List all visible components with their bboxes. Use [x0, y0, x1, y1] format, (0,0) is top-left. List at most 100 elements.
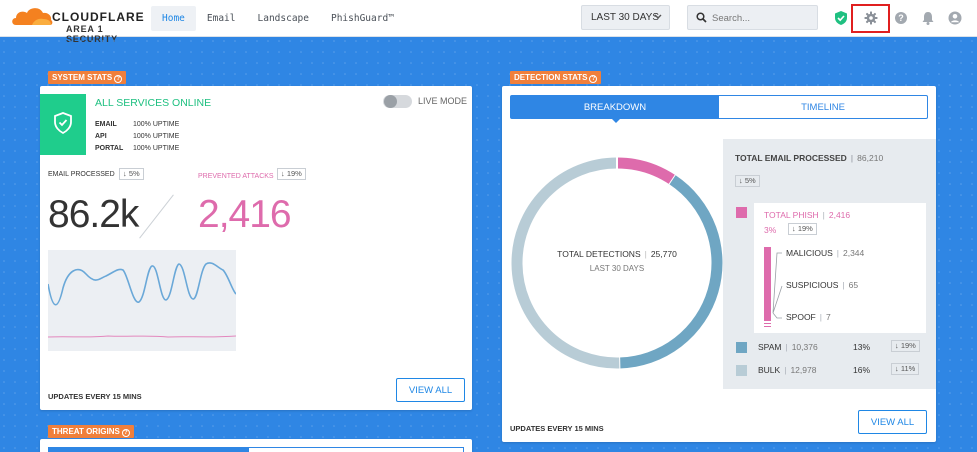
uptime-name: API — [95, 133, 107, 140]
separator: | — [644, 249, 647, 259]
threat-origins-card — [40, 439, 472, 452]
total-detections-label: TOTAL DETECTIONS — [557, 249, 641, 259]
svg-text:?: ? — [898, 13, 904, 23]
cloudflare-logo[interactable]: CLOUDFLARE AREA 1 SECURITY — [10, 3, 144, 44]
total-detections-value: 25,770 — [650, 249, 677, 259]
spam-label: SPAM — [758, 342, 782, 352]
info-icon[interactable]: ? — [114, 75, 123, 83]
system-stats-card: ALL SERVICES ONLINE EMAIL 100% UPTIME AP… — [40, 86, 472, 410]
live-mode-toggle[interactable] — [383, 95, 412, 108]
detection-stats-tag-label: DETECTION STATS — [514, 73, 588, 82]
tab-landscape[interactable]: Landscape — [257, 13, 309, 24]
spoof-value: 7 — [825, 312, 831, 322]
email-processed-change: ↓ 5% — [119, 168, 144, 180]
suspicious-label: SUSPICIOUS — [786, 280, 839, 290]
threat-origins-tab[interactable] — [248, 447, 464, 452]
suspicious-value: 65 — [848, 280, 859, 290]
search-input[interactable] — [712, 9, 812, 27]
info-icon[interactable]: ? — [121, 429, 130, 437]
uptime-value: 100% UPTIME — [133, 133, 180, 140]
email-total: TOTAL EMAIL PROCESSED | 86,210 — [735, 153, 883, 163]
settings-highlight — [851, 4, 890, 33]
malicious-value: 2,344 — [842, 248, 865, 258]
help-icon[interactable]: ? — [893, 10, 909, 26]
prevented-attacks-value: 2,416 — [198, 193, 292, 236]
system-stats-tag-label: SYSTEM STATS — [52, 73, 113, 82]
prevented-attacks-change: ↓ 19% — [277, 168, 306, 180]
phish-breakdown: TOTAL PHISH | 2,416 3% ↓ 19% MALICIOUS | 2,3… — [754, 203, 926, 333]
spam-change: ↓ 19% — [891, 340, 920, 352]
breakdown-panel: TOTAL EMAIL PROCESSED | 86,210 ↓ 5% TOTAL … — [723, 139, 936, 389]
shield-check-icon — [54, 112, 72, 134]
separator: | — [836, 248, 839, 258]
phish-total: TOTAL PHISH | 2,416 — [764, 210, 850, 220]
donut-slice-spam — [619, 175, 723, 369]
malicious-row: MALICIOUS | 2,344 — [786, 248, 864, 258]
phish-value: 2,416 — [828, 210, 851, 220]
donut-center: TOTAL DETECTIONS | 25,770 LAST 30 DAYS — [510, 249, 724, 273]
toggle-knob — [384, 95, 397, 108]
detection-view-tabs: BREAKDOWN TIMELINE — [510, 95, 928, 119]
bell-icon[interactable] — [920, 10, 936, 26]
uptime-value: 100% UPTIME — [133, 121, 180, 128]
detection-stats-tag: DETECTION STATS? — [510, 71, 602, 84]
uptime-row-portal: PORTAL 100% UPTIME — [95, 145, 179, 152]
detections-period: LAST 30 DAYS — [589, 264, 645, 273]
bulk-swatch — [736, 365, 747, 376]
search-box[interactable] — [687, 5, 818, 30]
cloud-logo-icon — [12, 8, 53, 25]
tab-breakdown[interactable]: BREAKDOWN — [511, 96, 719, 118]
prevented-attacks-label: PREVENTED ATTACKS — [198, 173, 274, 180]
date-range-dropdown[interactable]: LAST 30 DAYS — [581, 5, 670, 30]
chevron-down-icon — [654, 14, 662, 19]
view-all-system-button[interactable]: VIEW ALL — [396, 378, 465, 402]
divider — [139, 194, 174, 239]
email-sparkline-chart — [48, 250, 236, 351]
gear-icon[interactable] — [863, 10, 879, 26]
uptime-name: EMAIL — [95, 121, 117, 128]
malicious-label: MALICIOUS — [786, 248, 833, 258]
separator: | — [822, 210, 825, 220]
info-icon[interactable]: ? — [589, 75, 598, 83]
tab-phishguard[interactable]: PhishGuard™ — [330, 13, 394, 24]
live-mode-label: LIVE MODE — [418, 96, 468, 106]
spam-pct: 13% — [853, 342, 871, 352]
email-processed-label: EMAIL PROCESSED — [48, 171, 115, 178]
user-icon[interactable] — [947, 10, 963, 26]
spoof-row: SPOOF | 7 — [786, 312, 831, 322]
search-icon — [696, 12, 707, 23]
threat-origins-tag: THREAT ORIGINS? — [48, 425, 134, 438]
donut-slice-bulk — [511, 157, 620, 369]
spam-row: SPAM | 10,376 — [758, 342, 818, 352]
phish-tree-lines — [764, 247, 783, 327]
uptime-value: 100% UPTIME — [133, 145, 180, 152]
phish-label: TOTAL PHISH — [764, 210, 819, 220]
email-processed-value: 86.2k — [48, 193, 139, 236]
threat-origins-tab-active[interactable] — [48, 447, 248, 452]
separator: | — [819, 312, 822, 322]
separator: | — [842, 280, 845, 290]
tab-email[interactable]: Email — [206, 13, 236, 24]
system-stats-tag: SYSTEM STATS? — [48, 71, 127, 84]
shield-check-icon[interactable] — [833, 10, 849, 26]
threat-origins-tag-label: THREAT ORIGINS — [52, 427, 120, 436]
detections-donut-chart — [511, 156, 723, 370]
email-total-label: TOTAL EMAIL PROCESSED — [735, 153, 847, 163]
uptime-row-email: EMAIL 100% UPTIME — [95, 121, 179, 128]
tab-home[interactable]: Home — [151, 6, 196, 31]
view-all-detection-button[interactable]: VIEW ALL — [858, 410, 927, 434]
phish-swatch — [736, 207, 747, 218]
brand-name: CLOUDFLARE — [52, 10, 145, 24]
donut-gap — [667, 173, 678, 187]
bulk-row: BULK | 12,978 — [758, 365, 816, 375]
bulk-change: ↓ 11% — [891, 363, 920, 375]
donut-arcs — [511, 156, 723, 370]
uptime-name: PORTAL — [95, 145, 124, 152]
bulk-label: BULK — [758, 365, 781, 375]
phish-change: ↓ 19% — [788, 223, 817, 235]
spam-value: 10,376 — [791, 342, 818, 352]
separator: | — [850, 153, 854, 163]
tab-timeline[interactable]: TIMELINE — [801, 101, 845, 113]
donut-slice-phish — [616, 157, 676, 185]
total-detections: TOTAL DETECTIONS | 25,770 — [510, 249, 724, 259]
